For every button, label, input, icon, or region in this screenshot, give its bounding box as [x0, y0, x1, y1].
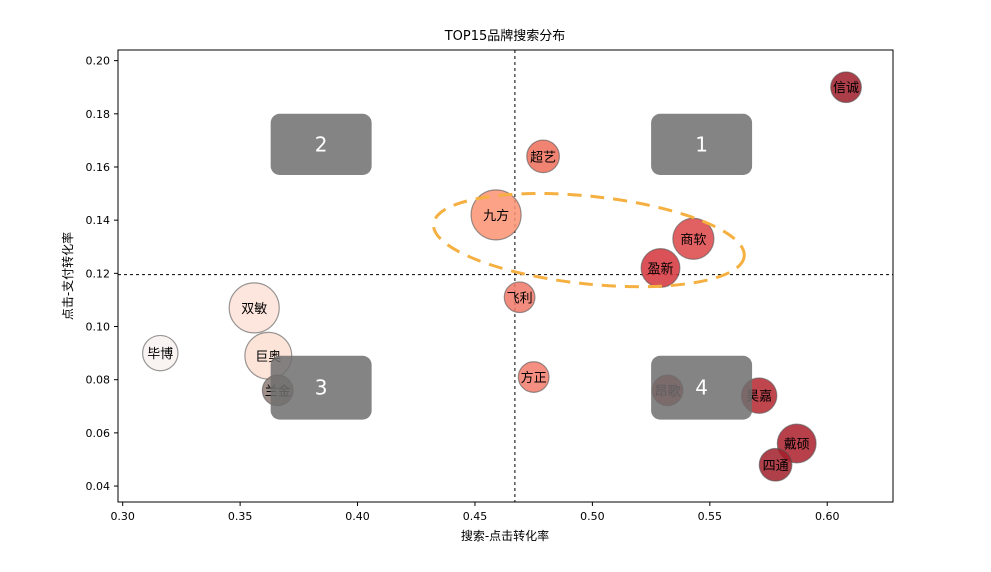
- bubble-point: [228, 282, 280, 334]
- y-tick-label: 0.04: [86, 480, 111, 493]
- quadrant-label: 3: [315, 376, 328, 400]
- bubble-point: [517, 361, 550, 393]
- x-tick-label: 0.60: [815, 510, 840, 523]
- bubble-label: 飞利: [507, 291, 533, 306]
- bubble-label: 信诚: [833, 81, 859, 96]
- bubble-label: 昊嘉: [746, 390, 772, 405]
- bubble-label: 盈新: [647, 261, 673, 277]
- x-tick-label: 0.40: [345, 510, 370, 523]
- x-tick-label: 0.35: [228, 510, 253, 523]
- x-axis: 0.30 0.35 0.40 0.45 0.50 0.55 0.60: [110, 502, 839, 523]
- quadrant-box: [651, 355, 753, 420]
- bubble-label: 商软: [680, 233, 706, 248]
- bubble-point: [526, 139, 560, 174]
- bubble-point: [503, 281, 536, 314]
- bubble-point: [470, 189, 522, 241]
- y-tick-label: 0.20: [86, 55, 111, 68]
- y-tick-label: 0.06: [86, 427, 111, 440]
- y-tick-label: 0.14: [86, 214, 111, 227]
- y-axis-label: 点击-支付转化率: [60, 232, 75, 320]
- y-tick-label: 0.08: [86, 374, 111, 387]
- y-tick-label: 0.16: [86, 161, 111, 174]
- y-tick-label: 0.10: [86, 321, 111, 334]
- bubble-label: 四通: [763, 459, 789, 474]
- bubble-label: 戴硕: [784, 438, 810, 453]
- quadrant-label: 1: [695, 132, 708, 156]
- highlight-ellipse: [431, 192, 746, 289]
- bubble-label: 九方: [483, 208, 509, 224]
- x-tick-label: 0.50: [580, 510, 605, 523]
- x-axis-label: 搜索-点击转化率: [461, 528, 549, 543]
- quadrant-label: 2: [315, 132, 328, 156]
- quadrant-boxes: 1 2 3 4: [270, 113, 753, 420]
- x-tick-label: 0.30: [110, 510, 135, 523]
- bubble-point: [141, 334, 179, 372]
- x-tick-label: 0.55: [698, 510, 723, 523]
- y-axis: 0.04 0.06 0.08 0.10 0.12 0.14 0.16 0.18 0.20: [86, 55, 118, 493]
- quadrant-box: [651, 113, 753, 175]
- bubble-point: [758, 447, 793, 482]
- bubble-label: 毕博: [147, 347, 173, 362]
- plot-area: [117, 49, 894, 503]
- bubble-point: [830, 71, 862, 104]
- bubble-label: 双敏: [241, 302, 267, 317]
- bubble-label: 方正: [521, 370, 547, 386]
- y-tick-label: 0.12: [86, 267, 111, 280]
- highlight-ellipse-layer: [431, 192, 746, 289]
- y-tick-label: 0.18: [86, 108, 111, 121]
- quadrant-label: 4: [695, 376, 708, 400]
- bubble-label: 超艺: [530, 150, 556, 165]
- chart-title: TOP15品牌搜索分布: [444, 28, 566, 44]
- quadrant-box: [270, 355, 372, 420]
- x-tick-label: 0.45: [463, 510, 488, 523]
- quadrant-box: [270, 113, 372, 175]
